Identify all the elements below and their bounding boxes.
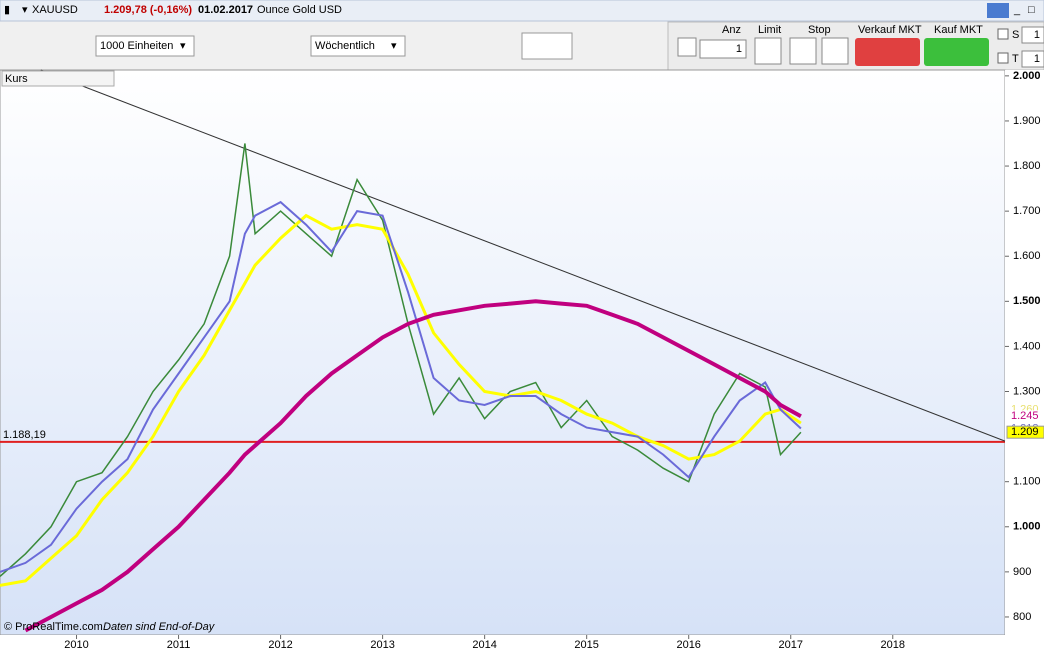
- buy-label: Kauf MKT: [934, 24, 983, 36]
- anz-value: 1: [736, 43, 742, 55]
- y-tick-label: 1.800: [1013, 160, 1041, 172]
- panel-title: Kurs: [5, 73, 28, 85]
- y-tick-label: 1.300: [1013, 385, 1041, 397]
- x-tick-label: 2017: [778, 639, 802, 651]
- buy-button[interactable]: [924, 38, 989, 66]
- s-label: S: [1012, 29, 1019, 41]
- y-tick-label: 1.500: [1013, 295, 1041, 307]
- instrument: Ounce Gold USD: [257, 4, 342, 16]
- minimize[interactable]: _: [1013, 4, 1021, 16]
- sell-label: Verkauf MKT: [858, 24, 922, 36]
- t-label: T: [1012, 53, 1019, 65]
- price-tag-label: 1.209: [1011, 426, 1039, 438]
- quote: 1.209,78 (-0,16%): [104, 4, 192, 16]
- x-tick-label: 2010: [64, 639, 88, 651]
- period: Wöchentlich: [315, 40, 375, 52]
- maximize[interactable]: □: [1028, 4, 1035, 16]
- chart-type-button[interactable]: [521, 32, 573, 60]
- copyright: © ProRealTime.com: [4, 621, 103, 633]
- period-select[interactable]: [310, 35, 406, 57]
- y-tick-label: 900: [1013, 566, 1031, 578]
- x-tick-label: 2012: [268, 639, 292, 651]
- series-line: [24, 299, 802, 633]
- icon: ▮: [4, 4, 10, 16]
- price-tag-label: 1.245: [1011, 410, 1039, 422]
- series-line: [0, 143, 802, 577]
- y-tick-label: 1.400: [1013, 340, 1041, 352]
- x-tick-label: 2016: [676, 639, 700, 651]
- panel-header: [1, 70, 115, 87]
- y-tick-label: 1.900: [1013, 115, 1041, 127]
- x-tick-label: 2018: [881, 639, 905, 651]
- x-tick-label: 2015: [574, 639, 598, 651]
- units: 1000 Einheiten: [100, 40, 173, 52]
- dropdown-arrow: ▾: [391, 40, 397, 52]
- limit-button[interactable]: [754, 37, 782, 65]
- limit-label: Limit: [758, 24, 781, 36]
- x-tick-label: 2013: [370, 639, 394, 651]
- y-tick-label: 800: [1013, 611, 1031, 623]
- units-select[interactable]: [95, 35, 195, 57]
- y-tick-label: 1.100: [1013, 476, 1041, 488]
- plot-area: [0, 69, 1006, 636]
- tool-button[interactable]: [677, 37, 697, 57]
- support-label: 1.188,19: [3, 429, 46, 441]
- x-tick-label: 2014: [472, 639, 496, 651]
- series-line: [0, 200, 802, 573]
- menu-arrow[interactable]: ▾: [22, 4, 28, 16]
- y-tick-label: 2.000: [1013, 70, 1041, 82]
- stop-label: Stop: [808, 24, 831, 36]
- eod-note: Daten sind End-of-Day: [103, 621, 216, 633]
- sell-button[interactable]: [855, 38, 920, 66]
- title-bar: [0, 0, 1044, 22]
- stop-button[interactable]: [789, 37, 817, 65]
- stop-button[interactable]: [821, 37, 849, 65]
- trendline: [40, 69, 1006, 442]
- symbol: XAUUSD: [32, 4, 78, 16]
- t-input[interactable]: [1021, 50, 1044, 68]
- date: 01.02.2017: [198, 4, 253, 16]
- y-tick-label: 1.000: [1013, 521, 1041, 533]
- price-tag: [1007, 410, 1044, 423]
- y-tick-label: 1.700: [1013, 205, 1041, 217]
- x-axis-area: [0, 635, 1044, 654]
- anz-input[interactable]: [699, 39, 747, 59]
- t-value: 1: [1034, 53, 1040, 65]
- window-button[interactable]: [987, 3, 1009, 18]
- dropdown-arrow: ▾: [180, 40, 186, 52]
- x-tick-label: 2011: [167, 639, 191, 651]
- anz-label: Anz: [722, 24, 741, 36]
- price-tag: [1006, 425, 1044, 439]
- y-tick-label: 1.600: [1013, 250, 1041, 262]
- y-axis-area: [1005, 70, 1044, 635]
- checkbox[interactable]: [997, 52, 1009, 64]
- s-input[interactable]: [1021, 26, 1044, 44]
- s-value: 1: [1034, 29, 1040, 41]
- checkbox[interactable]: [997, 28, 1009, 40]
